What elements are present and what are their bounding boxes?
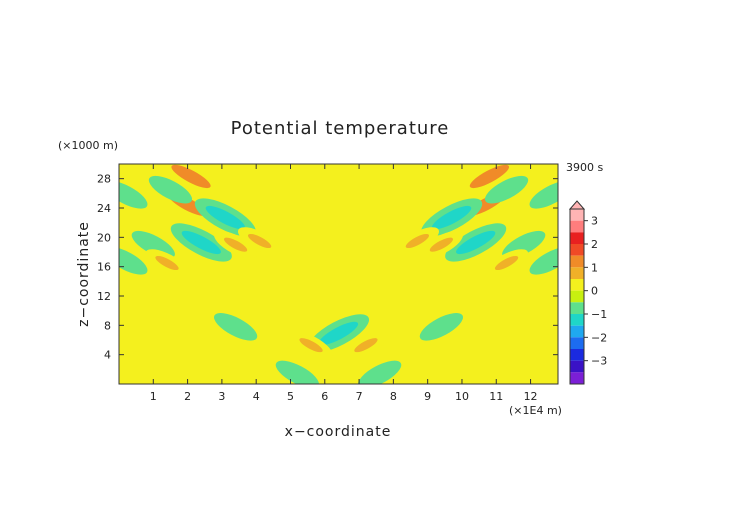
y-tick-label: 28 [97, 173, 111, 186]
x-axis: 1 2 3 4 5 6 7 8 9 10 11 12 [150, 164, 538, 403]
heatmap-cell-7 [155, 255, 179, 271]
x-tick-label: 12 [524, 390, 538, 403]
heatmap-cell-21 [539, 253, 558, 268]
colorbar-tick-label: 0 [591, 285, 598, 298]
heatmap-cell-5 [158, 182, 183, 197]
x-tick-label: 3 [218, 390, 225, 403]
heatmap-cell-9 [119, 187, 138, 202]
x-tick-label: 4 [253, 390, 260, 403]
plot-frame [118, 163, 559, 385]
y-tick-label: 12 [97, 290, 111, 303]
x-tick-label: 10 [455, 390, 469, 403]
colorbar-tick-label: 3 [591, 215, 598, 228]
heatmap-cell-28 [354, 338, 378, 353]
colorbar-frame [569, 208, 585, 385]
plot-area [119, 164, 558, 384]
x-tick-label: 6 [321, 390, 328, 403]
colorbar-segment [570, 360, 584, 373]
heatmap-cell-22 [318, 321, 359, 346]
heatmap-cell-8 [247, 233, 272, 249]
x-unit-label: (×1E4 m) [509, 404, 562, 417]
colorbar-segment [570, 267, 584, 279]
y-tick-label: 16 [97, 261, 111, 274]
y-unit-label: (×1000 m) [58, 139, 118, 152]
x-tick-label: 7 [356, 390, 363, 403]
colorbar-segment [570, 302, 584, 314]
heatmap-cell-4 [223, 237, 248, 252]
colorbar-segment [570, 314, 584, 326]
heatmap-cell-17 [512, 237, 536, 252]
y-tick-label: 4 [104, 349, 111, 362]
heatmap-cell-23 [223, 319, 248, 334]
heatmap-cell-27 [299, 338, 323, 353]
y-tick-label: 20 [97, 231, 111, 244]
heatmap-cell-3 [205, 205, 245, 230]
colorbar-tick-label: −2 [591, 331, 607, 344]
colorbar-tick-label: 1 [591, 261, 598, 274]
colorbar-segment [570, 279, 584, 291]
chart-title: Potential temperature [231, 118, 450, 139]
y-axis: 4 8 12 16 20 24 28 [97, 173, 558, 362]
colorbar: 3 2 1 0 −1 −2 −3 [568, 200, 607, 385]
colorbar-segment [570, 349, 584, 361]
x-tick-label: 2 [184, 390, 191, 403]
colorbar-tick-label: −1 [591, 308, 607, 321]
x-tick-label: 8 [390, 390, 397, 403]
y-tick-label: 8 [104, 319, 111, 332]
x-tick-label: 9 [424, 390, 431, 403]
colorbar-segment [570, 372, 584, 384]
colorbar-segment [570, 325, 584, 338]
heatmap-cell-12 [456, 230, 496, 255]
colorbar-segment [570, 220, 584, 233]
x-tick-label: 1 [150, 390, 157, 403]
heatmap-cell-13 [469, 164, 510, 189]
heatmap-cell-24 [429, 319, 454, 334]
colorbar-segment [570, 255, 584, 268]
colorbar-extend-arrow [568, 200, 586, 210]
heatmap-cell-14 [432, 205, 472, 230]
y-axis-label: z−coordinate [76, 221, 92, 327]
colorbar-segment [570, 290, 584, 303]
heatmap-cell-25 [285, 367, 309, 382]
heatmap-cell-10 [119, 253, 138, 268]
heatmap-cell-1 [181, 230, 221, 255]
colorbar-segment [570, 244, 584, 256]
y-tick-label: 24 [97, 202, 111, 215]
heatmap-cell-6 [141, 237, 165, 252]
heatmap-cell-2 [171, 164, 211, 189]
colorbar-tick-label: −3 [591, 355, 607, 368]
colorbar-segment [570, 232, 584, 244]
time-label: 3900 s [566, 161, 603, 174]
heatmap-cell-20 [539, 187, 558, 202]
heatmap-cell-19 [405, 233, 430, 249]
colorbar-segment [570, 337, 584, 349]
heatmap-cell-16 [494, 182, 519, 197]
colorbar-segment [570, 209, 584, 221]
heatmap-cell-15 [429, 237, 454, 252]
x-tick-label: 5 [287, 390, 294, 403]
heatmap-cell-26 [368, 367, 392, 382]
heatmap-cell-18 [494, 255, 519, 271]
x-axis-label: x−coordinate [285, 424, 392, 440]
colorbar-tick-label: 2 [591, 238, 598, 251]
x-tick-label: 11 [489, 390, 503, 403]
